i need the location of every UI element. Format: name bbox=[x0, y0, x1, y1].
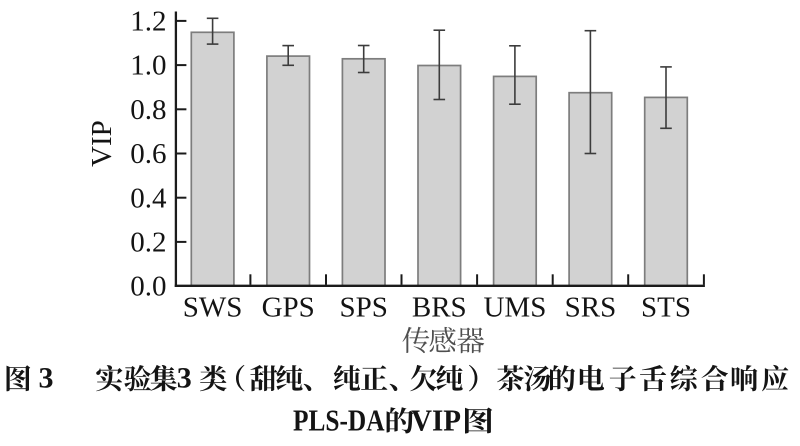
svg-text:SPS: SPS bbox=[340, 291, 388, 323]
svg-text:0.0: 0.0 bbox=[130, 271, 166, 303]
svg-text:STS: STS bbox=[641, 291, 691, 323]
svg-text:1.2: 1.2 bbox=[130, 6, 166, 38]
svg-text:3: 3 bbox=[39, 362, 54, 395]
svg-text:0.6: 0.6 bbox=[130, 138, 166, 170]
svg-text:GPS: GPS bbox=[262, 291, 315, 323]
svg-text:BRS: BRS bbox=[412, 291, 467, 323]
svg-text:0.4: 0.4 bbox=[130, 182, 167, 214]
svg-text:PLS-DA: PLS-DA bbox=[293, 404, 385, 438]
svg-text:1.0: 1.0 bbox=[130, 50, 166, 82]
svg-text:VIP: VIP bbox=[86, 120, 118, 167]
svg-text:UMS: UMS bbox=[483, 291, 546, 323]
svg-text:0.8: 0.8 bbox=[130, 94, 166, 126]
svg-text:SWS: SWS bbox=[183, 291, 243, 323]
svg-text:VIP: VIP bbox=[411, 404, 461, 438]
svg-text:3: 3 bbox=[177, 362, 192, 395]
svg-text:0.2: 0.2 bbox=[130, 227, 166, 259]
svg-text:SRS: SRS bbox=[565, 291, 617, 323]
